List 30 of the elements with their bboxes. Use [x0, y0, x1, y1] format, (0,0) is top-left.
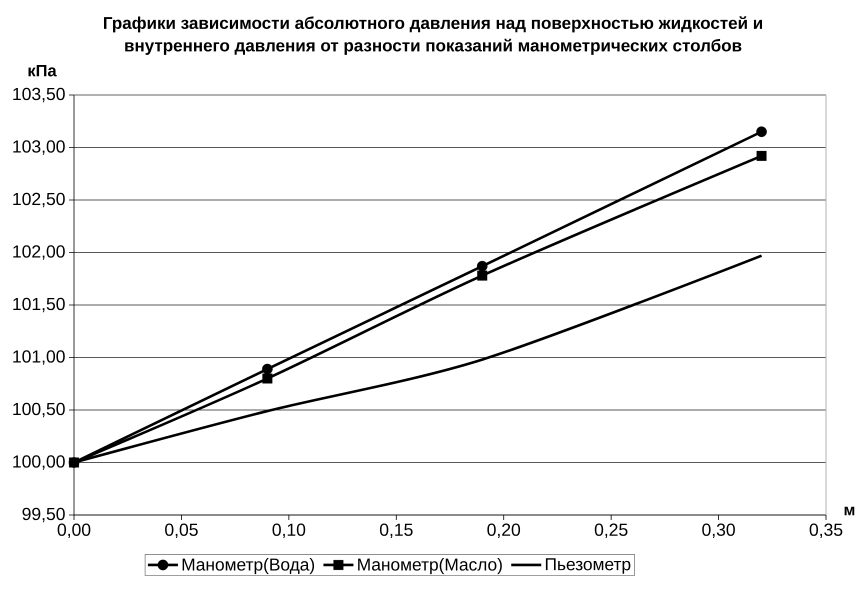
chart-title: Графики зависимости абсолютного давления над поверхностью жидкостей и внутреннего давления от разности показаний манометрических столбов: [104, 16, 762, 55]
x-tick-label: 0,05: [165, 524, 198, 538]
legend-label: Манометр(Вода): [182, 558, 314, 574]
y-tick-label: 102,00: [13, 245, 65, 260]
x-tick-label: 0,20: [487, 524, 520, 538]
y-tick-label: 99,50: [22, 508, 65, 522]
point: [756, 150, 767, 161]
y-tick-label: 102,50: [13, 192, 65, 208]
x-tick-label: 0,10: [272, 524, 306, 538]
point: [477, 270, 488, 281]
point: [476, 260, 488, 272]
x-tick-label: 0,25: [594, 524, 628, 538]
x-tick-label: 0,30: [702, 524, 735, 538]
y-tick-label: 103,00: [13, 140, 65, 155]
y-tick-label: 103,50: [13, 88, 65, 102]
legend-label: Пьезометр: [546, 558, 630, 574]
x-tick-label: 0,15: [380, 524, 413, 538]
point: [756, 126, 767, 138]
y-tick-label: 100,00: [13, 455, 65, 470]
legend-label: Манометр(Масло): [358, 558, 502, 574]
x-tick-label: 0,00: [58, 524, 90, 538]
y-tick-label: 101,50: [13, 298, 65, 312]
point: [69, 458, 80, 468]
y-axis-title: кПа: [28, 64, 57, 76]
x-axis-title: м: [844, 506, 854, 516]
point: [262, 374, 272, 384]
y-tick-label: 100,50: [13, 402, 65, 418]
y-tick-label: 101,00: [13, 350, 65, 365]
x-tick-label: 0,35: [810, 524, 842, 538]
point: [262, 364, 273, 374]
